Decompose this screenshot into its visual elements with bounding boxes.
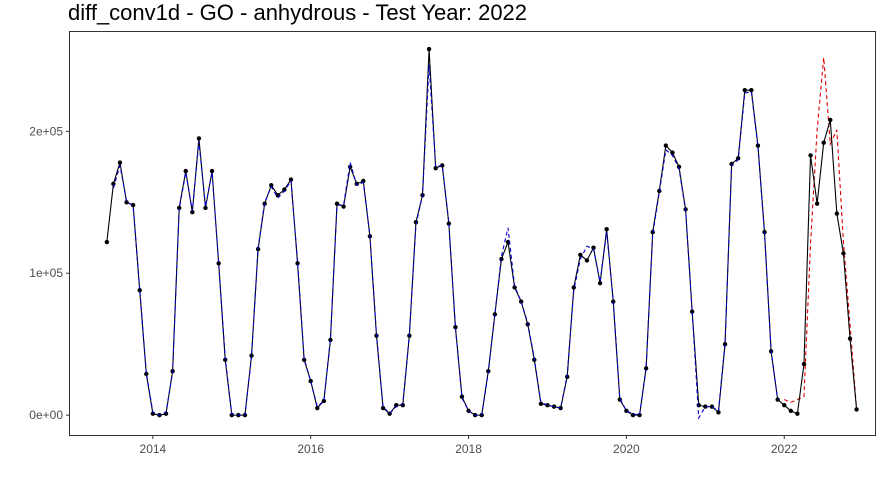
data-point [137,288,142,293]
data-point [492,312,498,317]
y-tick-label: 2e+05 [29,124,63,138]
data-point [183,168,188,174]
data-point [176,205,182,211]
data-point [295,261,300,266]
data-point [689,309,695,314]
data-point [597,280,603,286]
data-point [571,285,576,290]
data-point [722,341,728,347]
y-tick-label: 0e+00 [29,408,63,422]
data-point [624,408,629,414]
data-point [749,87,754,93]
data-point [426,46,432,52]
data-point [130,202,136,208]
x-tick-label: 2020 [613,442,640,456]
chart-title: diff_conv1d - GO - anhydrous - Test Year… [68,0,528,25]
data-point [703,404,708,409]
data-point [755,143,761,148]
x-tick-label: 2014 [140,442,167,456]
data-point [643,366,649,371]
data-point [676,164,682,170]
data-point [196,136,202,141]
data-point [341,204,346,209]
data-point [841,251,846,256]
data-point [117,160,123,165]
data-point [361,178,366,184]
data-point [209,168,215,174]
y-axis: 0e+00 1e+05 2e+05 [29,124,70,422]
data-point [808,153,813,158]
data-point [591,245,596,250]
data-point [795,411,800,416]
data-point [190,210,195,215]
x-tick-label: 2018 [455,442,482,456]
data-point [321,398,327,404]
data-point [584,258,590,263]
data-point [854,407,859,412]
data-point [249,353,254,358]
data-point [637,412,642,418]
data-point [834,211,840,216]
data-point [847,336,853,341]
data-point [782,403,787,408]
series-layer [104,46,859,420]
data-point [288,177,294,182]
data-point [301,357,307,362]
fitted-series-line [112,64,779,420]
data-point [203,205,208,211]
data-point [440,163,445,168]
data-point [505,239,511,245]
x-tick-label: 2016 [297,442,324,456]
data-point [518,299,524,304]
data-point [269,183,274,188]
x-tick-label: 2022 [771,442,798,456]
data-point [742,87,747,93]
data-point [604,227,609,232]
x-axis: 2014 2016 2018 2020 2022 [140,435,798,456]
data-point [144,371,149,377]
data-point [315,405,320,411]
data-point [446,221,452,226]
data-point [111,181,116,187]
data-point [821,140,826,145]
data-point [716,410,721,415]
data-point [124,200,129,205]
data-point [255,246,261,252]
y-tick-label: 1e+05 [29,266,63,280]
data-point [308,378,313,384]
data-point [736,156,741,161]
data-point [453,324,458,330]
data-point [663,143,669,148]
data-point [216,261,221,266]
data-point [328,337,333,343]
data-point [104,239,110,245]
plot-panel [69,31,876,436]
forecast-series-line [784,57,858,410]
data-point [380,405,386,411]
data-point [545,403,550,408]
data-point [538,401,544,406]
data-point [347,164,353,170]
data-point [551,404,557,409]
data-point [828,117,833,123]
data-point [801,361,807,367]
data-point [670,150,675,155]
data-point [512,285,517,290]
data-point [433,166,438,171]
data-point [459,394,465,399]
data-point [696,403,701,408]
data-point [788,408,794,414]
data-point [282,187,287,192]
data-point [814,201,820,206]
